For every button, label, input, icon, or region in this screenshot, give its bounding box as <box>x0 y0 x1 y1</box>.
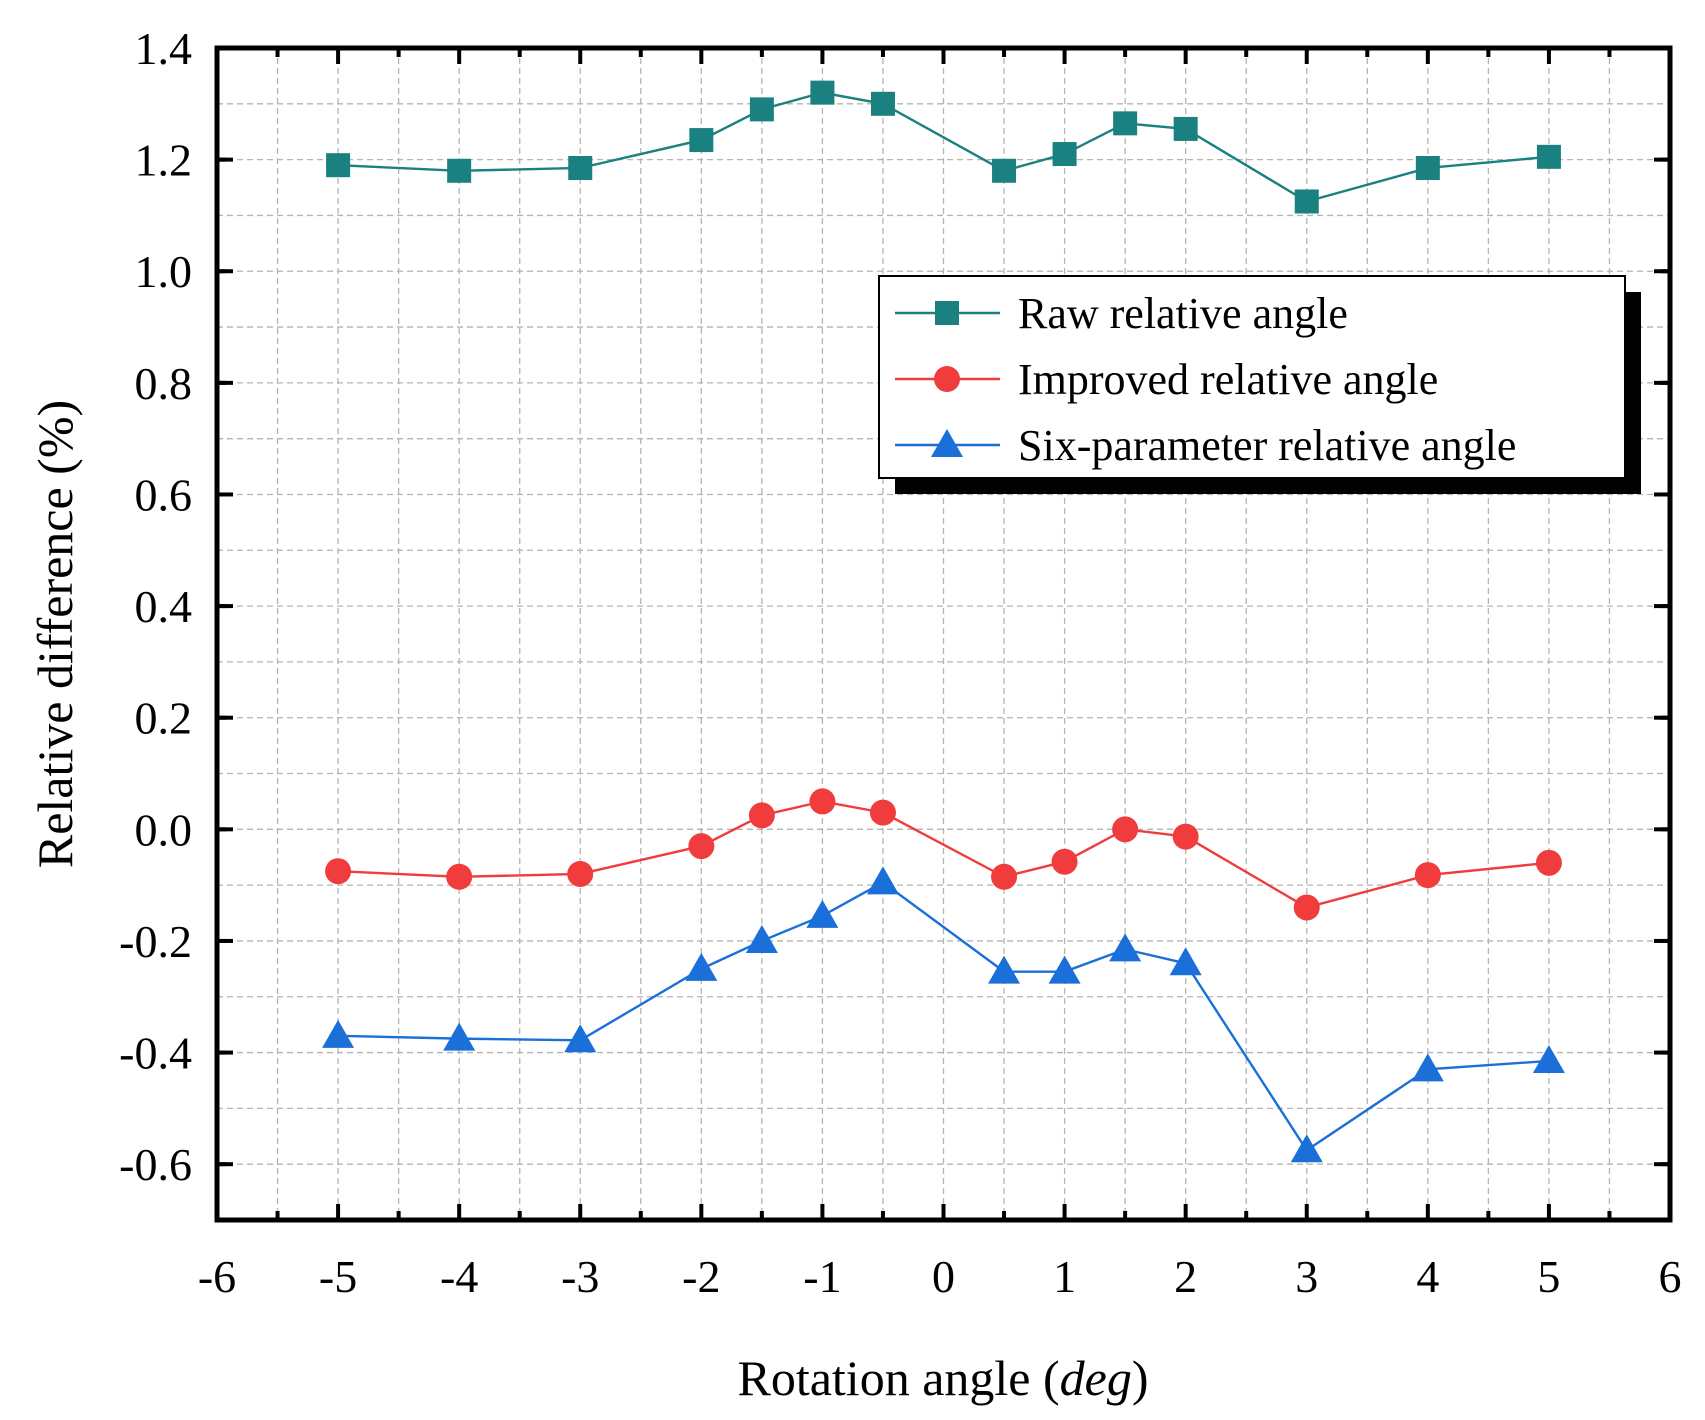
legend-label: Six-parameter relative angle <box>1018 421 1516 470</box>
data-point-square <box>810 80 835 105</box>
data-point-square <box>1415 155 1440 180</box>
data-point-circle <box>748 802 775 829</box>
data-point-square <box>447 158 472 183</box>
legend-box <box>878 275 1626 479</box>
data-point-square <box>326 153 351 178</box>
y-tick-label: -0.2 <box>119 916 192 967</box>
series-triangle <box>322 866 1565 1163</box>
data-point-square <box>689 128 714 153</box>
y-axis-tick-labels: -0.6 -0.4 -0.2 0.0 0.2 0.4 0.6 0.8 1.0 1.2 1.4 <box>119 23 192 1190</box>
data-point-triangle <box>745 924 778 953</box>
y-tick-label: 0.8 <box>135 358 193 409</box>
data-point-circle <box>991 863 1018 890</box>
x-tick-label: -2 <box>682 1251 720 1302</box>
legend-marker-triangle <box>931 429 963 457</box>
data-point-circle <box>1414 862 1441 889</box>
data-point-square <box>1113 111 1138 136</box>
data-point-square <box>1052 142 1077 167</box>
x-tick-label: 2 <box>1174 1251 1197 1302</box>
data-point-square <box>1173 116 1198 141</box>
grid <box>217 48 1670 1220</box>
y-tick-label: 0.2 <box>135 693 193 744</box>
data-point-triangle <box>1169 947 1202 976</box>
data-point-circle <box>1293 894 1320 921</box>
data-point-circle <box>1112 816 1139 843</box>
data-point-triangle <box>1290 1134 1323 1163</box>
y-axis-title: Relative difference (%) <box>27 400 83 868</box>
legend: Raw relative angle Improved relative angl… <box>878 275 1641 494</box>
data-point-square <box>870 91 895 116</box>
legend-marker-square <box>935 301 959 325</box>
data-point-triangle <box>866 866 899 895</box>
y-tick-label: 0.4 <box>135 581 193 632</box>
x-axis-title: Rotation angle (deg) <box>737 1350 1148 1406</box>
axis-ticks <box>215 46 1672 1220</box>
series-line <box>338 800 1550 909</box>
series-line <box>338 880 1549 1152</box>
data-point-circle <box>325 858 352 885</box>
y-tick-label: -0.4 <box>119 1028 192 1079</box>
series-line <box>338 91 1550 203</box>
y-tick-label: 0.6 <box>135 469 193 520</box>
x-tick-label: 4 <box>1416 1251 1439 1302</box>
data-point-circle <box>1172 823 1199 850</box>
y-tick-label: 0.0 <box>135 804 193 855</box>
legend-marker-circle <box>934 366 960 392</box>
data-point-circle <box>446 863 473 890</box>
data-point-triangle <box>1109 933 1142 962</box>
data-point-circle <box>1535 849 1562 876</box>
data-point-triangle <box>443 1022 476 1051</box>
data-point-circle <box>809 788 836 815</box>
x-tick-label: -4 <box>440 1251 478 1302</box>
x-tick-label: -6 <box>198 1251 236 1302</box>
x-tick-label: -3 <box>561 1251 599 1302</box>
data-point-circle <box>567 860 594 887</box>
data-point-triangle <box>1411 1053 1444 1082</box>
series-square <box>326 80 1561 214</box>
data-point-square <box>568 155 593 180</box>
data-point-triangle <box>806 899 839 928</box>
data-point-circle <box>688 833 715 860</box>
data-point-square <box>1294 189 1319 214</box>
data-point-triangle <box>322 1019 355 1048</box>
x-tick-label: -5 <box>319 1251 357 1302</box>
x-tick-label: 6 <box>1659 1251 1682 1302</box>
legend-label: Improved relative angle <box>1018 355 1438 404</box>
x-tick-label: 0 <box>932 1251 955 1302</box>
data-point-triangle <box>685 952 718 981</box>
data-point-triangle <box>988 955 1021 984</box>
y-tick-label: 1.2 <box>135 135 193 186</box>
y-tick-label: 1.0 <box>135 246 193 297</box>
data-point-circle <box>1051 848 1078 875</box>
x-tick-label: 5 <box>1537 1251 1560 1302</box>
y-tick-label: 1.4 <box>135 23 193 74</box>
data-point-triangle <box>1532 1044 1565 1073</box>
y-tick-label: -0.6 <box>119 1139 192 1190</box>
data-point-triangle <box>564 1024 597 1053</box>
series-layer <box>322 80 1565 1163</box>
data-point-square <box>749 97 774 122</box>
x-axis-tick-labels: -6 -5 -4 -3 -2 -1 0 1 2 3 4 5 6 <box>198 1251 1682 1302</box>
x-tick-label: 3 <box>1295 1251 1318 1302</box>
x-tick-label: 1 <box>1053 1251 1076 1302</box>
x-tick-label: -1 <box>803 1251 841 1302</box>
data-point-square <box>992 158 1017 183</box>
data-point-circle <box>869 799 896 826</box>
legend-label: Raw relative angle <box>1018 289 1348 338</box>
data-point-square <box>1536 144 1561 169</box>
series-circle <box>325 788 1562 921</box>
data-point-triangle <box>1048 955 1081 984</box>
